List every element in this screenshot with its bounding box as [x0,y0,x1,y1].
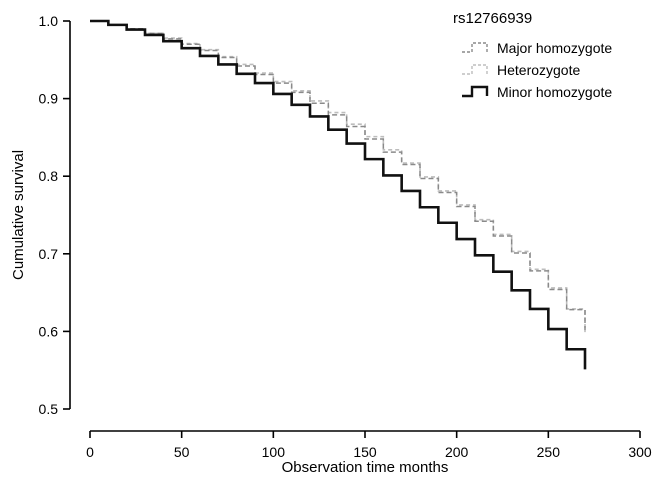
x-tick-label: 300 [628,444,652,460]
legend-entry-label: Major homozygote [497,40,612,56]
y-tick-label: 0.7 [39,246,59,262]
x-tick-label: 250 [537,444,561,460]
axes [69,21,640,432]
series-line-1 [90,20,586,331]
y-axis-title: Cumulative survival [10,150,27,280]
x-tick-label: 0 [86,444,94,460]
legend-swatch [462,64,488,75]
legend-entry-label: Minor homozygote [497,84,612,100]
x-tick-label: 150 [353,444,377,460]
y-tick-label: 0.6 [39,323,59,339]
legend-entry-label: Heterozygote [497,62,580,78]
y-tick-label: 0.9 [39,91,59,107]
series-line-2 [90,20,586,333]
y-tick-label: 1.0 [39,13,59,29]
x-tick-label: 100 [262,444,286,460]
y-tick-label: 0.8 [39,168,59,184]
x-axis-title: Observation time months [282,459,449,476]
x-tick-label: 200 [445,444,469,460]
x-tick-label: 50 [174,444,190,460]
legend-entries: Major homozygote Heterozygote Minor homozy… [462,40,612,100]
series-layer [90,19,587,370]
y-axis-ticks: 0.5 0.6 0.7 0.8 0.9 1.0 [39,13,70,417]
legend-swatch [462,42,488,53]
legend-title: rs12766939 [453,10,532,27]
series-line-3 [90,19,587,370]
x-axis-ticks: 0 50 100 150 200 250 300 [86,431,652,460]
legend-swatch [462,85,489,98]
legend: rs12766939 Major homozygoteHeterozygoteM… [453,10,612,100]
y-tick-label: 0.5 [39,401,59,417]
